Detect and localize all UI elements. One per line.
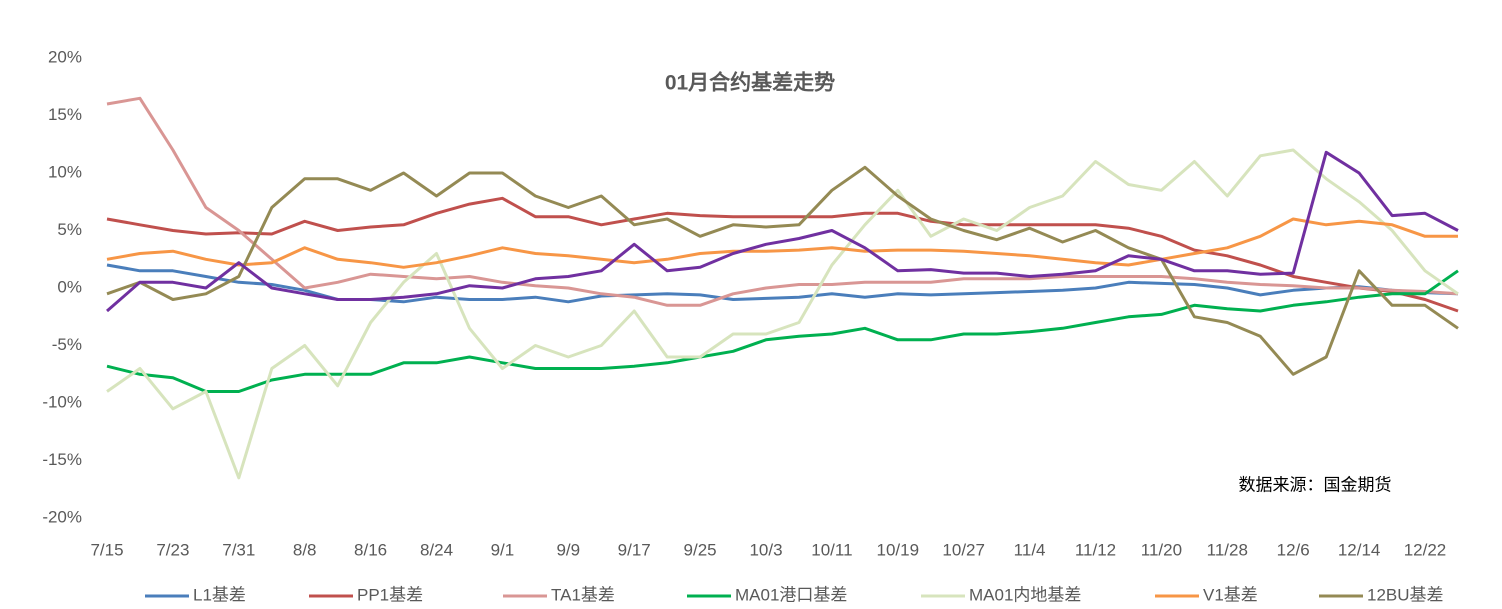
series-line xyxy=(106,196,1459,313)
x-tick-label: 8/16 xyxy=(354,540,387,559)
y-tick-label: -15% xyxy=(42,450,82,469)
series-line xyxy=(106,96,1459,307)
legend-label: L1基差 xyxy=(193,585,246,604)
y-tick-label: 15% xyxy=(48,105,82,124)
x-tick-label: 7/31 xyxy=(222,540,255,559)
x-tick-label: 10/27 xyxy=(942,540,985,559)
y-tick-label: 0% xyxy=(57,277,82,296)
x-tick-label: 11/4 xyxy=(1014,540,1046,559)
x-tick-label: 12/6 xyxy=(1277,540,1310,559)
y-tick-label: -20% xyxy=(42,507,82,526)
y-tick-label: 20% xyxy=(48,47,82,66)
x-tick-label: 11/28 xyxy=(1207,540,1248,559)
series-line xyxy=(106,269,1459,393)
y-tick-label: -10% xyxy=(42,392,82,411)
series-line xyxy=(106,165,1459,376)
x-tick-label: 9/17 xyxy=(618,540,651,559)
legend-label: MA01内地基差 xyxy=(969,585,1081,604)
x-tick-label: 12/22 xyxy=(1404,540,1447,559)
series-line xyxy=(106,148,1459,480)
x-tick-label: 7/23 xyxy=(156,540,189,559)
x-tick-label: 12/14 xyxy=(1338,540,1381,559)
legend-label: PP1基差 xyxy=(357,585,423,604)
annotation: 数据来源：国金期货 xyxy=(1239,475,1392,494)
legend-label: 12BU基差 xyxy=(1367,585,1444,604)
x-tick-label: 8/8 xyxy=(293,540,317,559)
chart-title: 01月合约基差走势 xyxy=(665,71,835,95)
legend-label: V1基差 xyxy=(1203,585,1258,604)
x-tick-label: 8/24 xyxy=(420,540,453,559)
series-line xyxy=(106,150,1459,313)
legend-label: TA1基差 xyxy=(551,585,615,604)
x-tick-label: 10/3 xyxy=(749,540,782,559)
x-tick-label: 7/15 xyxy=(90,540,123,559)
x-tick-label: 10/19 xyxy=(877,540,920,559)
y-tick-label: 10% xyxy=(48,162,82,181)
x-tick-label: 9/1 xyxy=(491,540,515,559)
legend-label: MA01港口基差 xyxy=(735,585,847,604)
x-tick-label: 10/11 xyxy=(811,540,852,559)
series-line xyxy=(106,217,1458,269)
x-tick-label: 11/20 xyxy=(1141,540,1182,559)
x-tick-label: 11/12 xyxy=(1075,540,1116,559)
x-tick-label: 9/9 xyxy=(556,540,580,559)
x-tick-label: 9/25 xyxy=(684,540,717,559)
y-tick-label: 5% xyxy=(57,220,82,239)
y-tick-label: -5% xyxy=(52,335,82,354)
